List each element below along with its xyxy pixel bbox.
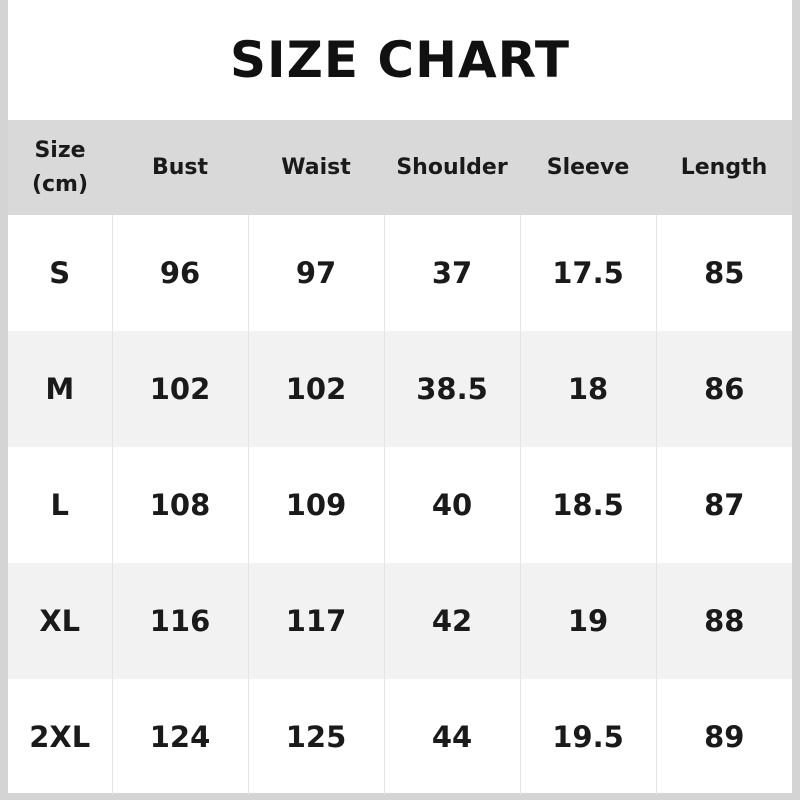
cell-size: XL [39,604,81,638]
table-row: S 96 97 37 17.5 85 [8,215,792,331]
cell-sleeve: 18.5 [519,447,656,563]
cell-waist: 109 [247,447,384,563]
size-chart: SIZE CHART Size (cm) Bust Waist Shoulder … [8,0,792,795]
cell-size: 2XL [29,720,91,754]
cell-bust: 116 [111,563,248,679]
header-row: Size (cm) Bust Waist Shoulder Sleeve Leng… [8,120,792,215]
table-row: M 102 102 38.5 18 86 [8,331,792,447]
cell-size: M [45,372,75,406]
cell-bust: 102 [111,331,248,447]
cell-sleeve: 19.5 [519,679,656,795]
table-row: 2XL 124 125 44 19.5 89 [8,679,792,795]
cell-shoulder: 40 [383,447,520,563]
cell-length: 89 [655,679,792,795]
cell-sleeve: 18 [519,331,656,447]
cell-waist: 117 [247,563,384,679]
cell-length: 85 [655,215,792,331]
cell-shoulder: 37 [383,215,520,331]
header-length: Length [680,154,768,180]
table-row: L 108 109 40 18.5 87 [8,447,792,563]
cell-sleeve: 17.5 [519,215,656,331]
cell-sleeve: 19 [519,563,656,679]
cell-length: 86 [655,331,792,447]
cell-waist: 102 [247,331,384,447]
header-sleeve: Sleeve [546,154,630,180]
header-size-unit: (cm) [31,171,89,197]
header-size-label: Size [34,137,86,163]
cell-shoulder: 38.5 [383,331,520,447]
header-shoulder: Shoulder [396,154,508,180]
table-row: XL 116 117 42 19 88 [8,563,792,679]
header-bust: Bust [151,154,209,180]
cell-size: L [50,488,69,522]
cell-bust: 124 [111,679,248,795]
size-table: Size (cm) Bust Waist Shoulder Sleeve Leng… [8,120,792,795]
cell-bust: 108 [111,447,248,563]
cell-waist: 97 [247,215,384,331]
header-size: Size (cm) [8,120,112,215]
cell-length: 88 [655,563,792,679]
cell-size: S [49,256,71,290]
chart-title: SIZE CHART [229,31,571,89]
cell-bust: 96 [111,215,248,331]
cell-waist: 125 [247,679,384,795]
header-waist: Waist [281,154,351,180]
cell-shoulder: 42 [383,563,520,679]
cell-length: 87 [655,447,792,563]
cell-shoulder: 44 [383,679,520,795]
